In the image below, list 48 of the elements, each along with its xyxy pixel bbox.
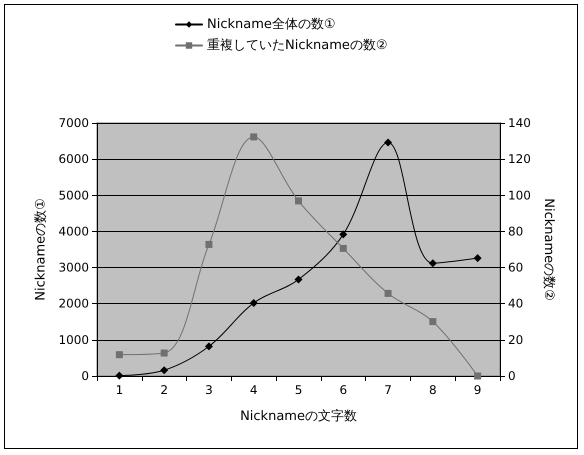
point	[474, 254, 482, 262]
y2-tick-label: 60	[508, 260, 524, 275]
point	[295, 197, 302, 204]
point	[429, 318, 436, 326]
x-tick-label: 3	[205, 383, 213, 397]
y2-axis-title: Nicknameの数②	[541, 198, 556, 301]
y2-tick-label: 20	[508, 332, 524, 347]
x-tick-label: 9	[474, 383, 482, 397]
y-tick-label: 1000	[58, 332, 89, 347]
point	[160, 350, 168, 357]
y-tick-label: 0	[81, 369, 89, 383]
y-tick-label: 3000	[58, 260, 89, 275]
y2-tick-label: 120	[508, 152, 531, 166]
y2-tick-label: 80	[508, 224, 524, 238]
x-tick-label: 4	[250, 383, 258, 397]
x-axis-title: Nicknameの文字数	[240, 408, 357, 424]
point	[115, 372, 124, 380]
y-tick-label: 5000	[58, 188, 89, 202]
point	[384, 138, 392, 147]
x-tick-label: 2	[160, 383, 168, 397]
point	[294, 276, 302, 284]
point	[474, 372, 482, 380]
point	[205, 240, 212, 248]
x-tick-label: 5	[294, 383, 302, 397]
y-tick-label: 4000	[58, 224, 89, 238]
point	[384, 290, 392, 297]
legend-label: 重複していたNicknameの数②	[207, 38, 388, 53]
x-tick-label: 1	[116, 383, 124, 397]
point	[160, 366, 168, 374]
y2-tick-label: 140	[508, 116, 531, 130]
y2-tick-label: 0	[508, 369, 516, 383]
x-tick-label: 8	[429, 383, 437, 397]
x-tick-label: 6	[339, 383, 348, 397]
y2-tick-label: 100	[508, 188, 531, 202]
x-tick-label: 7	[384, 383, 392, 397]
point	[116, 351, 123, 358]
point	[339, 230, 348, 238]
y-tick-label: 6000	[58, 152, 89, 166]
point	[204, 342, 213, 350]
y2-tick-label: 40	[508, 296, 524, 311]
legend-label: Nickname全体の数①	[207, 17, 336, 32]
point	[340, 244, 347, 252]
point	[250, 298, 258, 307]
point	[428, 259, 437, 268]
y-tick-label: 7000	[58, 116, 89, 130]
point	[250, 133, 258, 140]
y-tick-label: 2000	[58, 296, 89, 311]
y-axis-title: Nicknameの数①	[34, 198, 49, 301]
